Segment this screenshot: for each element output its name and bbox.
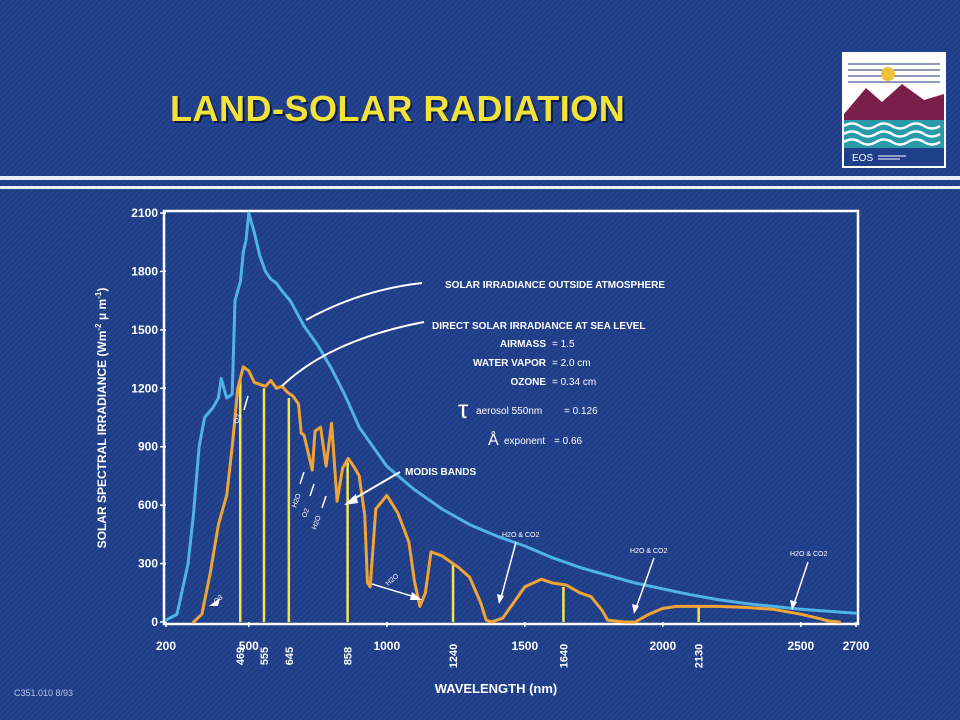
title-divider-thick <box>0 176 960 180</box>
condition-airmass-name: AIRMASS <box>500 339 546 350</box>
x-tick-label: 200 <box>156 639 176 653</box>
angstrom-value: = 0.66 <box>554 436 583 447</box>
logo-text: EOS <box>852 153 873 164</box>
modis-band-label: 858 <box>343 647 355 665</box>
aerosol-subscript: aerosol 550nm <box>476 406 542 417</box>
condition-water-vapor-name: WATER VAPOR <box>473 358 547 369</box>
condition-ozone-value: = 0.34 cm <box>552 377 596 388</box>
aerosol-value: = 0.126 <box>564 406 598 417</box>
y-tick-label: 600 <box>138 498 158 512</box>
sun-icon <box>881 67 895 81</box>
modis-band-label: 2130 <box>694 644 706 668</box>
condition-ozone-name: OZONE <box>510 377 546 388</box>
y-tick-label: 1800 <box>131 264 158 278</box>
title-divider-thin <box>0 186 960 189</box>
eos-logo: EOS <box>842 52 946 168</box>
mountain-icon <box>844 84 944 124</box>
angstrom-symbol: Å <box>488 430 499 449</box>
modis-band-label: 1240 <box>448 644 460 668</box>
absorber-o3-left: O3 <box>209 594 225 606</box>
y-tick-label: 1200 <box>131 381 158 395</box>
y-tick-label: 1500 <box>131 323 158 337</box>
modis-bands: 469 555 645 858 1240 1640 2130 <box>235 378 706 668</box>
y-tick-label: 0 <box>151 615 158 629</box>
angstrom-name: exponent <box>504 436 545 447</box>
y-tick-label: 300 <box>138 557 158 571</box>
svg-text:H2O: H2O <box>385 573 401 588</box>
modis-band-label: 555 <box>259 647 271 665</box>
label-sea-level: DIRECT SOLAR IRRADIANCE AT SEA LEVEL <box>432 321 646 332</box>
y-axis: 0 300 600 900 1200 1500 1800 2100 <box>131 206 166 629</box>
svg-text:H2O & CO2: H2O & CO2 <box>502 532 539 539</box>
y-tick-label: 900 <box>138 440 158 454</box>
modis-band-label: 469 <box>235 647 247 665</box>
condition-water-vapor-value: = 2.0 cm <box>552 358 591 369</box>
x-tick-label: 1000 <box>373 639 400 653</box>
absorber-h2o-co2-3: H2O & CO2 <box>790 551 827 610</box>
svg-text:O2: O2 <box>301 507 311 518</box>
arrow-modis-bands <box>351 471 401 501</box>
absorber-h2o-co2-1: H2O & CO2 <box>497 532 539 604</box>
y-axis-label: SOLAR SPECTRAL IRRADIANCE (Wm-2 μ m-1) <box>94 288 109 549</box>
label-solar-outside: SOLAR IRRADIANCE OUTSIDE ATMOSPHERE <box>445 280 665 291</box>
absorber-h2o-o2-group: H2O O2 H2O <box>291 471 327 531</box>
slide-credit: C351.010 8/93 <box>14 688 74 698</box>
svg-text:H2O & CO2: H2O & CO2 <box>790 551 827 558</box>
plot-frame <box>162 209 860 626</box>
label-modis-bands: MODIS BANDS <box>405 467 476 478</box>
modis-band-label: 1640 <box>558 644 570 668</box>
arrowhead-modis-bands <box>344 494 358 505</box>
slide-title: LAND-SOLAR RADIATION <box>170 88 626 129</box>
x-tick-label: 2000 <box>649 639 676 653</box>
svg-text:H2O: H2O <box>311 514 323 530</box>
arrow-solar-outside <box>305 282 423 321</box>
svg-text:H2O & CO2: H2O & CO2 <box>630 548 667 555</box>
arrow-sea-level <box>281 321 425 387</box>
x-tick-label: 1500 <box>511 639 538 653</box>
aerosol-symbol: τ <box>458 394 469 424</box>
x-tick-label: 500 <box>239 639 259 653</box>
x-axis-label: WAVELENGTH (nm) <box>435 681 558 696</box>
absorber-o3-top: O3 <box>233 395 249 425</box>
svg-text:H2O: H2O <box>291 492 303 508</box>
series-line-sea_level <box>192 365 841 624</box>
y-tick-label: 2100 <box>131 206 158 220</box>
svg-text:O3: O3 <box>233 413 243 424</box>
condition-airmass-value: = 1.5 <box>552 339 575 350</box>
x-axis: 200 500 1000 1500 2000 2500 2700 <box>156 622 870 653</box>
absorber-h2o-co2-2: H2O & CO2 <box>630 548 667 614</box>
x-tick-label: 2700 <box>843 639 870 653</box>
x-tick-label: 2500 <box>787 639 814 653</box>
modis-band-label: 645 <box>284 647 296 665</box>
